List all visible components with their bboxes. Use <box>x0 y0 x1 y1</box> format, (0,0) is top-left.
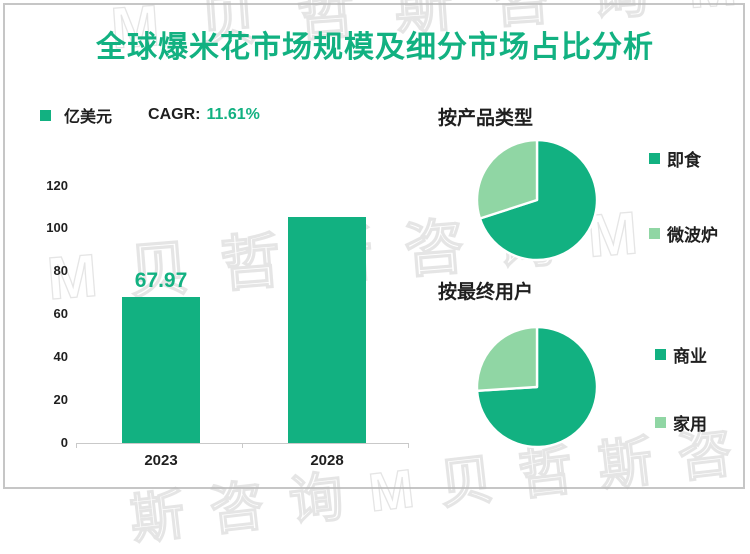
y-axis-tick-label: 60 <box>53 306 68 322</box>
pie1-legend-swatch-2 <box>649 228 660 239</box>
bar-2023 <box>122 297 200 443</box>
y-axis-tick-label: 40 <box>53 349 68 365</box>
y-axis-tick-label: 0 <box>60 435 68 450</box>
pie-chart-end-user <box>475 325 599 449</box>
pie2-legend-swatch-2 <box>655 417 666 428</box>
pie-slice-即食 <box>478 138 599 262</box>
x-axis-category-label: 2023 <box>144 452 178 469</box>
infographic-stage: M贝哲斯咨询M M贝哲斯咨询M 斯咨询M贝哲斯咨 全球爆米花市场规模及细分市场占… <box>40 0 750 551</box>
x-axis-category-label: 2028 <box>310 452 344 469</box>
cagr-label: CAGR: <box>148 106 201 123</box>
bar-chart-legend: 亿美元 CAGR: 11.61% <box>40 104 260 126</box>
pie2-section-title: 按最终用户 <box>438 282 534 303</box>
pie1-section-title: 按产品类型 <box>438 108 534 129</box>
pie2-legend-label-1: 商业 <box>673 347 707 366</box>
bar-value-label: 67.97 <box>134 269 188 293</box>
pie2-legend-item-1: 商业 <box>655 342 707 367</box>
pie1-legend-label-1: 即食 <box>667 151 701 170</box>
y-axis-tick-label: 20 <box>53 392 68 408</box>
pie2-legend-swatch-1 <box>655 349 666 360</box>
pie1-legend-label-2: 微波炉 <box>667 226 718 245</box>
pie1-legend-item-2: 微波炉 <box>649 221 718 246</box>
unit-label: 亿美元 <box>64 109 113 126</box>
y-axis-tick-label: 80 <box>53 263 68 279</box>
bar-2028 <box>288 216 366 443</box>
page-title: 全球爆米花市场规模及细分市场占比分析 <box>96 31 654 64</box>
x-axis-tick-right <box>408 443 409 448</box>
pie-slice-家用 <box>475 325 539 392</box>
y-axis-tick-label: 100 <box>46 220 68 236</box>
x-axis-tick-left <box>76 443 77 448</box>
pie2-legend-item-2: 家用 <box>655 410 707 435</box>
y-axis-tick-label: 120 <box>46 177 68 193</box>
cagr-value: 11.61% <box>206 106 260 123</box>
unit-legend-swatch <box>40 109 51 121</box>
pie1-legend-swatch-1 <box>649 153 660 164</box>
x-axis-tick-mid <box>242 443 243 448</box>
pie-slice-微波炉 <box>475 138 539 220</box>
pie-chart-product-type <box>475 138 599 262</box>
pie2-legend-label-2: 家用 <box>673 415 707 434</box>
pie1-legend-item-1: 即食 <box>649 146 701 171</box>
